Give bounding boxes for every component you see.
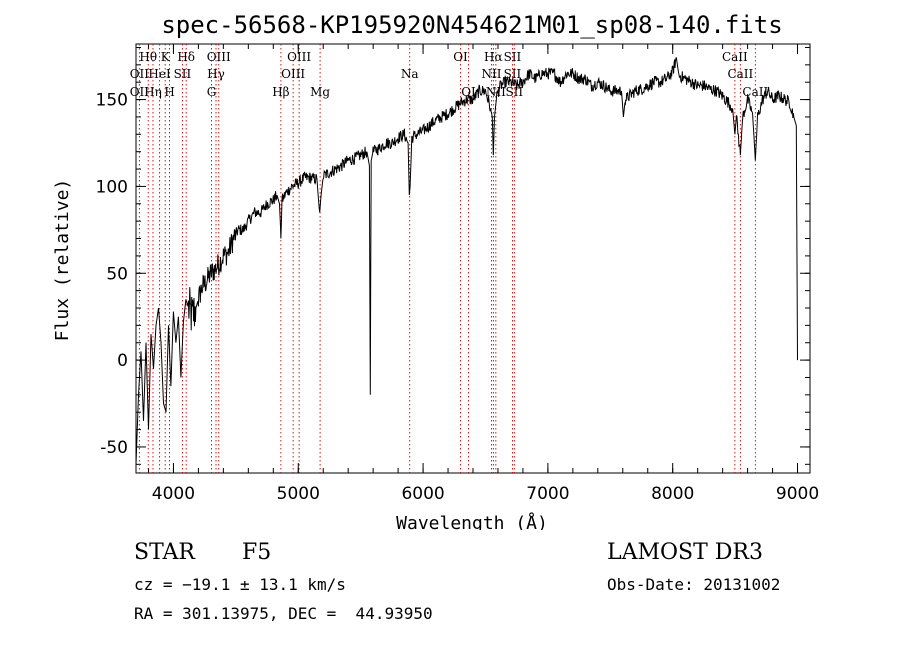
observation-date: Obs-Date: 20131002 (607, 575, 781, 594)
object-subclass: F5 (242, 540, 272, 565)
marker-label: OIII (281, 67, 305, 81)
chart-title: spec-56568-KP195920N454621M01_sp08-140.f… (161, 11, 782, 39)
marker-label: K (161, 50, 171, 64)
y-axis-label: Flux (relative) (52, 179, 73, 342)
marker-label: OI (461, 85, 476, 99)
spectrum-chart: spec-56568-KP195920N454621M01_sp08-140.f… (52, 11, 819, 530)
x-tick-label: 8000 (651, 484, 694, 504)
y-tick-label: 100 (96, 177, 128, 197)
redshift-value: cz = −19.1 ± 13.1 km/s (134, 575, 346, 594)
x-tick-label: 6000 (401, 484, 444, 504)
x-tick-label: 7000 (526, 484, 569, 504)
marker-label: Hη (144, 85, 162, 99)
x-tick-label: 9000 (776, 484, 819, 504)
x-axis-ticks: 4000 5000 6000 7000 8000 9000 (152, 44, 819, 504)
plot-frame (135, 43, 811, 474)
marker-label: HeI (148, 67, 171, 81)
y-tick-label: 150 (96, 91, 128, 111)
x-axis-label: Wavelength (Å) (396, 512, 548, 530)
marker-label: OII (130, 85, 150, 99)
marker-label: NII (481, 67, 501, 81)
marker-label: Hγ (207, 67, 225, 81)
object-class: STAR (134, 540, 195, 565)
marker-label: Hα (484, 50, 503, 64)
marker-label: Hθ (139, 50, 157, 64)
survey-name: LAMOST DR3 (607, 540, 763, 565)
minor-ticks (136, 44, 810, 473)
marker-label: Hδ (177, 50, 195, 64)
marker-label: SII (504, 67, 522, 81)
marker-label: G (207, 85, 217, 99)
marker-label: OIII (287, 50, 311, 64)
marker-label: OII (130, 67, 150, 81)
y-tick-label: 50 (106, 264, 128, 284)
marker-label: H (164, 85, 174, 99)
marker-label: CaII (722, 50, 748, 64)
emission-line-labels: HθOIIOIIHηHeIKHSIIHδGHγOIIIHβOIIIOIIIMgN… (130, 50, 769, 99)
marker-label: SII (505, 85, 523, 99)
y-axis-ticks: -50 0 50 100 150 (96, 91, 810, 458)
coordinates: RA = 301.13975, DEC = 44.93950 (134, 604, 433, 623)
flux-series-line (135, 57, 798, 465)
marker-label: SII (174, 67, 192, 81)
marker-label: Hβ (272, 85, 289, 99)
marker-label: CaII (742, 85, 768, 99)
emission-line-markers (138, 44, 756, 473)
marker-label: SII (504, 50, 522, 64)
y-tick-label: 0 (117, 351, 128, 371)
x-tick-label: 4000 (152, 484, 195, 504)
marker-label: Mg (310, 85, 330, 99)
marker-label: OI (453, 50, 468, 64)
x-tick-label: 5000 (277, 484, 320, 504)
y-tick-label: -50 (100, 438, 128, 458)
marker-label: CaII (727, 67, 753, 81)
marker-label: Na (401, 67, 419, 81)
marker-label: OIII (207, 50, 231, 64)
